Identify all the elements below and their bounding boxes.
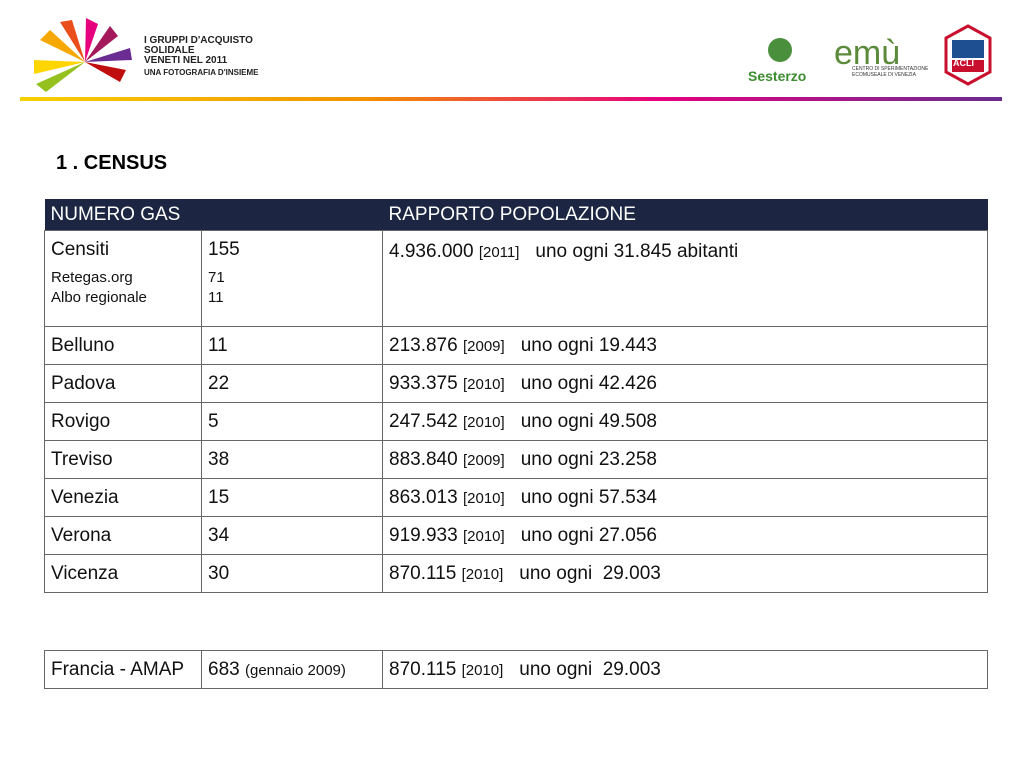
population: 870.115 bbox=[389, 562, 457, 584]
sub-counts: 71 11 bbox=[201, 268, 383, 327]
ratio: uno ogni 23.258 bbox=[520, 448, 657, 470]
population-cell: 247.542 [2010] uno ogni 49.508 bbox=[382, 402, 988, 441]
count-note: (gennaio 2009) bbox=[244, 661, 346, 679]
province-row: Verona 34 919.933 [2010] uno ogni 27.056 bbox=[44, 516, 988, 555]
census-sub-row: Retegas.org Albo regionale 71 11 bbox=[44, 268, 988, 327]
count: 155 bbox=[201, 230, 383, 268]
name: Venezia bbox=[44, 478, 202, 517]
section-title: 1 . CENSUS bbox=[56, 152, 168, 174]
year: [2010] bbox=[462, 413, 505, 431]
population: 919.933 bbox=[389, 524, 458, 546]
ratio: uno ogni 29.003 bbox=[519, 658, 661, 680]
population-cell: 919.933 [2010] uno ogni 27.056 bbox=[382, 516, 988, 555]
acli-band bbox=[952, 60, 984, 72]
count: 5 bbox=[201, 402, 383, 441]
count-value: 683 bbox=[208, 658, 240, 680]
sunburst-logo bbox=[34, 18, 132, 92]
population-cell: 870.115 [2010] uno ogni 29.003 bbox=[382, 650, 988, 689]
population-cell: 863.013 [2010] uno ogni 57.534 bbox=[382, 478, 988, 517]
title-line: SOLIDALE bbox=[144, 45, 195, 56]
population: 883.840 bbox=[389, 448, 458, 470]
year: [2010] bbox=[462, 489, 505, 507]
sub-name: Retegas.org bbox=[51, 269, 133, 286]
caption-line: ECOMUSEALE DI VENEZIA bbox=[852, 72, 916, 78]
population: 213.876 bbox=[389, 334, 458, 356]
population: 933.375 bbox=[389, 372, 458, 394]
census-table: NUMERO GAS RAPPORTO POPOLAZIONE Censiti 15… bbox=[44, 199, 988, 593]
title-line: UNA FOTOGRAFIA D'INSIEME bbox=[144, 68, 259, 77]
ratio: uno ogni 29.003 bbox=[519, 562, 661, 584]
name: Verona bbox=[44, 516, 202, 555]
caption-line: CENTRO DI SPERIMENTAZIONE bbox=[852, 66, 929, 72]
ratio: uno ogni 19.443 bbox=[520, 334, 657, 356]
sub-names: Retegas.org Albo regionale bbox=[44, 268, 202, 327]
count: 11 bbox=[201, 326, 383, 365]
column-header: RAPPORTO POPOLAZIONE bbox=[382, 199, 988, 231]
year: [2010] bbox=[462, 375, 505, 393]
name: Vicenza bbox=[44, 554, 202, 593]
sub-count: 11 bbox=[208, 289, 224, 306]
title-line: I GRUPPI D'ACQUISTO bbox=[144, 35, 253, 46]
province-row: Vicenza 30 870.115 [2010] uno ogni 29.003 bbox=[44, 554, 988, 593]
census-row: Censiti 155 4.936.000 [2011] uno ogni 31.84… bbox=[44, 230, 988, 327]
population-cell: 933.375 [2010] uno ogni 42.426 bbox=[382, 364, 988, 403]
emu-caption: CENTRO DI SPERIMENTAZIONE ECOMUSEALE DI … bbox=[852, 66, 928, 78]
count: 34 bbox=[201, 516, 383, 555]
year: [2009] bbox=[462, 451, 505, 469]
header-rule bbox=[20, 97, 1002, 101]
ratio: uno ogni 49.508 bbox=[520, 410, 657, 432]
population-cell: 213.876 [2009] uno ogni 19.443 bbox=[382, 326, 988, 365]
count: 22 bbox=[201, 364, 383, 403]
name: Francia - AMAP bbox=[44, 650, 202, 689]
ratio: uno ogni 57.534 bbox=[520, 486, 657, 508]
count: 683 (gennaio 2009) bbox=[201, 650, 383, 689]
year: [2010] bbox=[461, 661, 504, 679]
population: 247.542 bbox=[389, 410, 458, 432]
name: Belluno bbox=[44, 326, 202, 365]
province-row: Treviso 38 883.840 [2009] uno ogni 23.258 bbox=[44, 440, 988, 479]
population: 863.013 bbox=[389, 486, 458, 508]
population-cell: 870.115 [2010] uno ogni 29.003 bbox=[382, 554, 988, 593]
year: [2009] bbox=[462, 337, 505, 355]
count: 30 bbox=[201, 554, 383, 593]
sub-count: 71 bbox=[208, 269, 225, 286]
province-row: Venezia 15 863.013 [2010] uno ogni 57.534 bbox=[44, 478, 988, 517]
population-cell: 4.936.000 [2011] uno ogni 31.845 abitanti bbox=[382, 230, 988, 327]
population: 4.936.000 bbox=[389, 241, 474, 262]
title-line: VENETI NEL 2011 bbox=[144, 55, 228, 66]
name: Treviso bbox=[44, 440, 202, 479]
acli-label: ACLI bbox=[953, 58, 974, 68]
population: 870.115 bbox=[389, 658, 457, 680]
sesterzo-figure bbox=[768, 38, 792, 62]
comparison-table: Francia - AMAP 683 (gennaio 2009) 870.115 … bbox=[44, 650, 988, 689]
population-cell: 883.840 [2009] uno ogni 23.258 bbox=[382, 440, 988, 479]
name: Rovigo bbox=[44, 402, 202, 441]
header-graphics bbox=[20, 18, 1002, 101]
emu-logo: emù bbox=[834, 34, 901, 72]
comparison-row: Francia - AMAP 683 (gennaio 2009) 870.115 … bbox=[44, 650, 988, 689]
sub-name: Albo regionale bbox=[51, 289, 147, 306]
header-title: I GRUPPI D'ACQUISTO SOLIDALE VENETI NEL … bbox=[144, 36, 259, 78]
year: [2011] bbox=[478, 244, 520, 261]
name: Padova bbox=[44, 364, 202, 403]
ratio: uno ogni 42.426 bbox=[520, 372, 657, 394]
province-row: Belluno 11 213.876 [2009] uno ogni 19.443 bbox=[44, 326, 988, 365]
sesterzo-logo: Sesterzo bbox=[748, 68, 807, 84]
count: 38 bbox=[201, 440, 383, 479]
header-row: NUMERO GAS RAPPORTO POPOLAZIONE bbox=[44, 199, 988, 231]
province-row: Padova 22 933.375 [2010] uno ogni 42.426 bbox=[44, 364, 988, 403]
year: [2010] bbox=[461, 565, 504, 583]
year: [2010] bbox=[462, 527, 505, 545]
count: 15 bbox=[201, 478, 383, 517]
province-row: Rovigo 5 247.542 [2010] uno ogni 49.508 bbox=[44, 402, 988, 441]
column-header: NUMERO GAS bbox=[44, 199, 383, 231]
ratio: uno ogni 27.056 bbox=[520, 524, 657, 546]
name: Censiti bbox=[44, 230, 202, 268]
acli-icon bbox=[952, 40, 984, 58]
ratio: uno ogni 31.845 abitanti bbox=[535, 241, 739, 262]
